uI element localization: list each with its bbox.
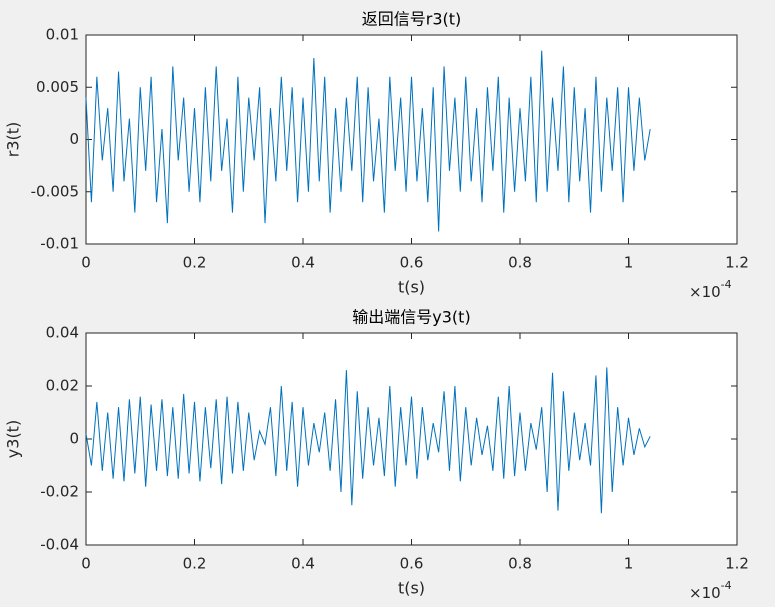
x-tick-label: 0.8 [508,555,532,573]
x-tick-label: 0.4 [291,555,315,573]
x-exponent-power: -4 [721,278,732,291]
signal-line [85,50,651,232]
x-tick-label: 0.2 [183,555,207,573]
x-tick-label: 0.6 [400,254,424,272]
chart-title: 返回信号r3(t) [362,10,462,29]
x-tick-label: 1 [624,254,634,272]
x-tick-label: 0.8 [508,254,532,272]
x-axis-label: t(s) [398,278,425,297]
x-tick-label: 0 [81,555,91,573]
plot-area [85,332,738,546]
x-exponent-power: -4 [721,579,732,592]
x-axis-label: t(s) [398,579,425,598]
x-tick-label: 0.4 [291,254,315,272]
chart-title: 输出端信号y3(t) [352,308,470,327]
x-tick-label: 1.2 [725,555,749,573]
x-tick-label: 0.6 [400,555,424,573]
x-tick-label: 1.2 [725,254,749,272]
x-tick-label: 0 [81,254,91,272]
y-axis-label: y3(t) [4,420,23,458]
x-tick-label: 0.2 [183,254,207,272]
y-tick-label: -0.01 [40,235,79,253]
x-exponent: ×10-4 [689,278,732,301]
y-tick-label: 0.02 [46,377,79,395]
y-tick-label: 0 [69,130,79,148]
signal-line [85,367,651,514]
y-tick-label: -0.005 [31,182,79,200]
x-exponent: ×10-4 [689,579,732,602]
y-tick-label: 0.005 [36,78,79,96]
y-tick-label: -0.02 [40,483,79,501]
x-tick-label: 1 [624,555,634,573]
x-exponent-base: ×10 [689,584,721,602]
y-tick-label: 0.04 [46,324,79,342]
y-tick-label: 0 [69,430,79,448]
y-tick-label: 0.01 [46,26,79,44]
y-axis-label: r3(t) [4,122,23,158]
plot-area [85,34,738,245]
x-exponent-base: ×10 [689,283,721,301]
y-tick-label: -0.04 [40,536,79,554]
